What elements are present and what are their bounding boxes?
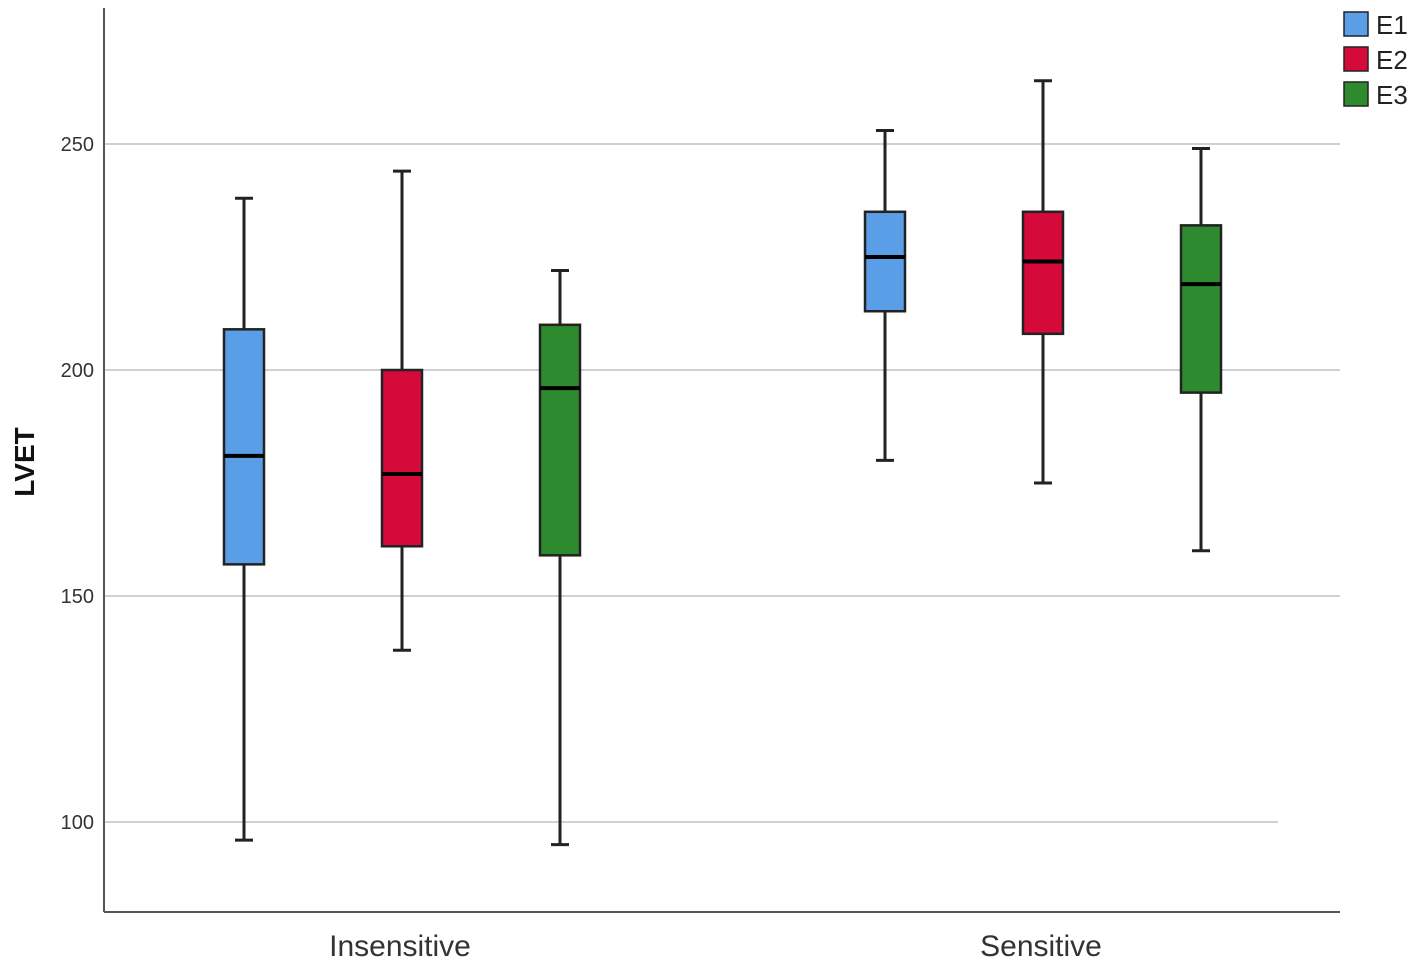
iqr-box — [380, 368, 424, 548]
iqr-box — [538, 323, 582, 557]
box-E1-insensitive — [222, 196, 266, 842]
boxes — [222, 79, 1223, 847]
legend-swatch — [1343, 46, 1369, 72]
iqr-box — [222, 328, 266, 566]
x-category-label: Sensitive — [980, 930, 1102, 963]
legend-item-e3: E3 — [1343, 80, 1408, 110]
legend-label: E1 — [1376, 10, 1408, 40]
legend-label: E2 — [1376, 45, 1408, 75]
legend: E1 E2 E3 — [1343, 10, 1408, 110]
y-axis-title: LVET — [9, 427, 40, 496]
legend-item-e2: E2 — [1343, 45, 1408, 75]
iqr-box — [863, 210, 907, 313]
y-tick-label: 250 — [61, 134, 94, 156]
y-tick-label: 200 — [61, 360, 94, 382]
box-E3-insensitive — [538, 269, 582, 847]
legend-item-e1: E1 — [1343, 10, 1408, 40]
iqr-box — [1021, 210, 1065, 336]
legend-swatch — [1343, 11, 1369, 37]
x-category-label: Insensitive — [329, 930, 471, 963]
box-E1-sensitive — [863, 128, 907, 462]
legend-swatch — [1343, 81, 1369, 107]
box-E2-insensitive — [380, 169, 424, 652]
gridlines — [104, 143, 1340, 823]
box-E2-sensitive — [1021, 79, 1065, 485]
box-E3-sensitive — [1179, 147, 1223, 553]
y-tick-label: 150 — [61, 586, 94, 608]
iqr-box — [1179, 224, 1223, 394]
axes — [103, 8, 1340, 913]
y-tick-label: 100 — [61, 812, 94, 834]
y-tick-labels: 100 150 200 250 — [61, 134, 94, 834]
x-category-labels: Insensitive Sensitive — [329, 930, 1102, 963]
legend-label: E3 — [1376, 80, 1408, 110]
